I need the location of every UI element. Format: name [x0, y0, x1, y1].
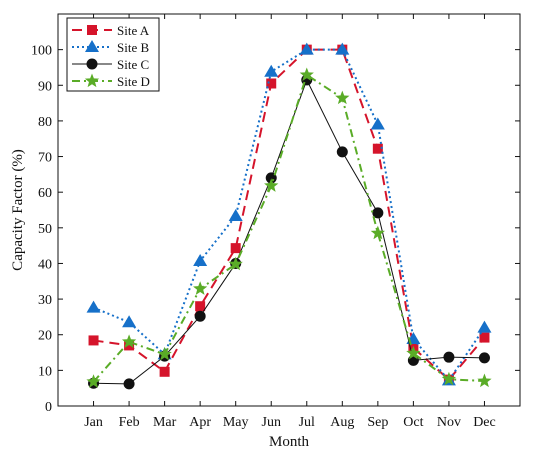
data-point [441, 371, 457, 386]
data-point [193, 253, 208, 266]
x-axis: Jan Feb Mar Apr May Jun Jul Aug Sep Oct Nov Dec [84, 14, 496, 430]
y-tick-label: 20 [38, 329, 52, 344]
data-point [479, 332, 490, 343]
legend-label: Site A [117, 23, 150, 38]
data-point [477, 320, 492, 333]
legend-marker [87, 25, 97, 35]
legend-marker [84, 73, 100, 88]
x-tick-label: Aug [330, 415, 354, 430]
legend-label: Site C [117, 57, 149, 72]
x-tick-label: Jul [299, 415, 315, 430]
data-point [228, 209, 243, 222]
y-axis-label: Capacity Factor (%) [10, 149, 26, 271]
data-point [265, 172, 277, 184]
x-tick-label: Jun [262, 415, 281, 430]
legend-box [66, 17, 160, 92]
series-4 [86, 67, 492, 388]
legend-marker [85, 40, 99, 52]
legend-label: Site B [117, 40, 149, 55]
data-point [335, 90, 350, 105]
x-axis-label: Month [269, 434, 310, 450]
data-point [443, 351, 455, 363]
data-point [122, 315, 137, 328]
series-layer [86, 42, 492, 390]
x-tick-label: May [223, 415, 249, 430]
x-tick-label: Oct [403, 415, 423, 430]
series-line [93, 48, 486, 382]
data-point [299, 42, 314, 55]
data-point [195, 301, 206, 312]
data-point [372, 207, 384, 219]
data-point [230, 243, 241, 254]
y-axis: 0 10 20 30 40 50 60 70 80 90 100 [31, 44, 520, 415]
legend-label: Site D [117, 74, 150, 89]
data-point [88, 335, 99, 346]
data-point [370, 117, 385, 130]
data-point [299, 67, 314, 82]
x-tick-label: Feb [119, 415, 140, 430]
y-tick-label: 10 [38, 364, 52, 379]
data-point [406, 345, 421, 360]
y-tick-label: 70 [38, 151, 52, 166]
data-point [335, 42, 350, 55]
data-point [194, 310, 206, 322]
data-point [336, 146, 348, 158]
y-tick-label: 40 [38, 257, 52, 272]
y-tick-label: 50 [38, 222, 52, 237]
data-point [123, 378, 135, 390]
y-tick-label: 60 [38, 186, 52, 201]
data-point [228, 256, 243, 271]
x-tick-label: Nov [437, 415, 461, 430]
data-point [478, 352, 490, 364]
y-tick-label: 80 [38, 115, 52, 130]
legend-marker [86, 58, 98, 70]
legend-item: Site A [72, 23, 150, 38]
data-point [159, 366, 170, 377]
y-tick-label: 30 [38, 293, 52, 308]
y-tick-label: 90 [38, 79, 52, 94]
x-tick-label: Apr [189, 415, 211, 430]
legend: Site A Site B Site C Site D [66, 17, 160, 92]
data-point [477, 373, 492, 388]
legend-item: Site C [72, 57, 149, 72]
data-point [370, 225, 385, 240]
data-point [157, 346, 172, 361]
data-point [86, 374, 101, 388]
data-point [266, 78, 277, 89]
x-tick-label: Mar [153, 415, 177, 430]
data-point [193, 281, 208, 295]
data-point [264, 178, 279, 192]
y-tick-label: 0 [45, 400, 52, 415]
data-point [86, 300, 101, 313]
legend-item: Site B [72, 40, 149, 55]
data-point [124, 340, 135, 351]
data-point [372, 143, 383, 154]
legend-item: Site D [72, 73, 150, 89]
x-tick-label: Jan [84, 415, 103, 430]
data-point [264, 64, 279, 77]
y-tick-label: 100 [31, 44, 52, 59]
data-point [121, 334, 137, 348]
x-tick-label: Sep [367, 415, 388, 430]
x-tick-label: Dec [473, 415, 496, 430]
